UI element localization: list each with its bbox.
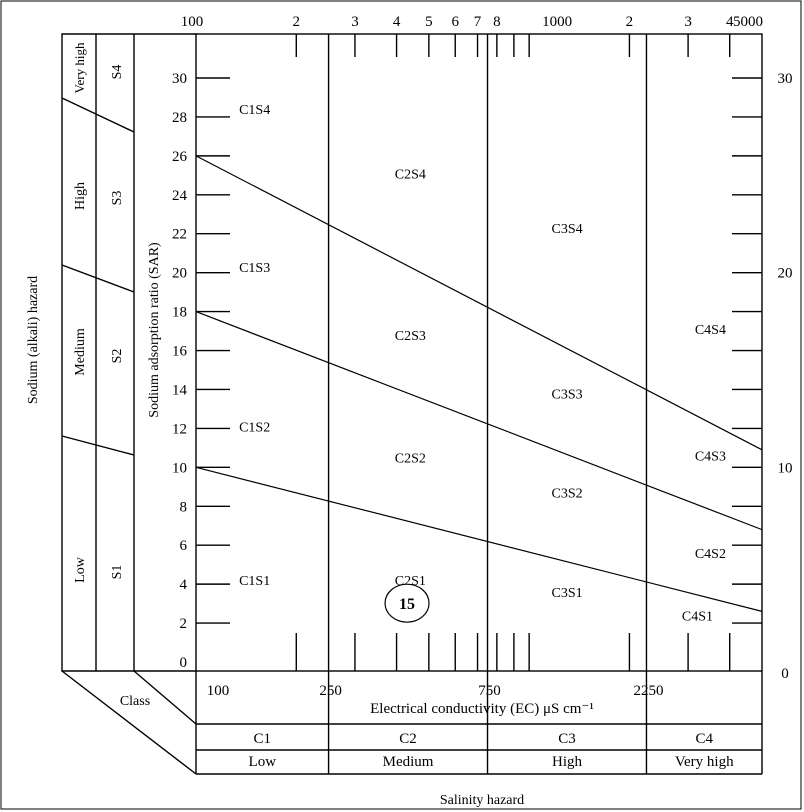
top-tick-label: 7 — [474, 14, 482, 30]
plot-frame — [195, 33, 763, 672]
region-label-c1s4: C1S4 — [239, 103, 270, 118]
top-tick-label: 2 — [293, 14, 301, 30]
class-diagonal-2 — [133, 670, 197, 725]
left-tick-label: 10 — [172, 460, 187, 476]
left-tick-label: 2 — [180, 616, 188, 632]
salinity-class-c2: C2 — [399, 731, 417, 747]
right-tick-label: 0 — [781, 666, 789, 682]
region-label-c2s2: C2S2 — [395, 452, 426, 467]
left-tick-label: 20 — [172, 266, 187, 282]
sodium-class-s4: S4 — [110, 65, 125, 80]
top-tick-label: 4 — [726, 14, 734, 30]
top-tick-label: 8 — [493, 14, 501, 30]
sodium-boundary-line-2 — [195, 155, 763, 451]
bottom-ec-label: 750 — [478, 683, 501, 699]
sodium-class-s3: S3 — [110, 191, 125, 206]
region-label-c1s1: C1S1 — [239, 574, 270, 589]
region-label-c3s3: C3S3 — [552, 387, 583, 402]
class-label: Class — [120, 694, 150, 709]
left-tick-label: 8 — [180, 499, 188, 515]
left-tick-label: 16 — [172, 344, 188, 360]
sodium-level-medium: Medium — [73, 328, 88, 376]
top-tick-label: 5000 — [733, 14, 763, 30]
region-label-c3s4: C3S4 — [552, 222, 583, 237]
sodium-hazard-title: Sodium (alkali) hazard — [26, 276, 41, 404]
sodium-class-s2: S2 — [110, 349, 125, 364]
left-tick-label: 18 — [172, 305, 187, 321]
salinity-level-0: Low — [249, 754, 277, 770]
region-label-c1s2: C1S2 — [239, 420, 270, 435]
region-label-c2s3: C2S3 — [395, 329, 426, 344]
top-tick-label: 3 — [684, 14, 692, 30]
salinity-level-3: Very high — [675, 754, 734, 770]
top-tick-label: 4 — [393, 14, 401, 30]
sar-axis-title: Sodium adsorption ratio (SAR) — [147, 242, 162, 418]
left-tick-label: 0 — [180, 655, 188, 671]
top-tick-label: 100 — [181, 14, 204, 30]
salinity-level-1: Medium — [383, 754, 434, 770]
salinity-class-c3: C3 — [558, 731, 576, 747]
top-tick-label: 3 — [351, 14, 359, 30]
bottom-ec-label: 2250 — [633, 683, 663, 699]
salinity-hazard-title: Salinity hazard — [440, 793, 524, 808]
top-tick-label: 2 — [626, 14, 634, 30]
sodium-level-very-high: Very high — [72, 42, 87, 93]
salinity-class-row: C1 Low C2 Medium C3 High C4 Very high — [249, 731, 735, 770]
top-tick-label: 1000 — [542, 14, 572, 30]
salinity-class-c4: C4 — [695, 731, 713, 747]
region-label-c2s4: C2S4 — [395, 167, 426, 182]
sodium-level-high: High — [73, 182, 88, 210]
sample-point-circle — [384, 583, 430, 623]
left-tick-label: 30 — [172, 71, 187, 87]
left-tick-label: 4 — [180, 577, 188, 593]
region-label-c3s2: C3S2 — [552, 487, 583, 502]
hazard-divider-s3-s2 — [61, 264, 135, 293]
region-label-c4s3: C4S3 — [695, 450, 726, 465]
right-tick-label: 20 — [778, 266, 793, 282]
left-tick-label: 22 — [172, 227, 187, 243]
region-label-c3s1: C3S1 — [552, 586, 583, 601]
left-tick-label: 24 — [172, 188, 188, 204]
sodium-level-low: Low — [73, 556, 88, 583]
region-label-c1s3: C1S3 — [239, 261, 270, 276]
sample-point-label: 15 — [399, 596, 415, 613]
region-label-c4s1: C4S1 — [682, 609, 713, 624]
region-layer: C1S4C1S3C1S2C1S1C2S4C2S3C2S2C2S1C3S4C3S3… — [239, 103, 726, 624]
hazard-divider-s2-s1 — [61, 435, 135, 456]
hazard-divider-s4-s3 — [61, 97, 135, 133]
salinity-level-2: High — [552, 754, 583, 770]
sample-point: 15 — [384, 583, 430, 623]
right-tick-label: 30 — [778, 71, 793, 87]
sodium-class-s1: S1 — [110, 565, 125, 580]
top-tick-label: 5 — [425, 14, 433, 30]
bottom-ec-label: 100 — [207, 683, 230, 699]
sodium-boundary-line-1 — [195, 311, 763, 531]
top-tick-label: 6 — [451, 14, 459, 30]
salinity-class-c1: C1 — [254, 731, 272, 747]
grid-layer — [327, 34, 648, 774]
region-label-c4s4: C4S4 — [695, 323, 726, 338]
region-label-c4s2: C4S2 — [695, 547, 726, 562]
sodium-boundary-line-0 — [195, 466, 763, 612]
left-tick-label: 28 — [172, 110, 187, 126]
boundary-layer — [195, 155, 763, 612]
right-tick-label: 10 — [778, 460, 793, 476]
left-tick-label: 26 — [172, 149, 188, 165]
left-tick-label: 12 — [172, 421, 187, 437]
bottom-ec-label: 250 — [319, 683, 342, 699]
ec-axis-title: Electrical conductivity (EC) μS cm⁻¹ — [370, 701, 594, 717]
left-tick-label: 6 — [180, 538, 188, 554]
class-diagonal-1 — [61, 670, 197, 775]
left-tick-label: 14 — [172, 382, 188, 398]
left-panel-frame — [61, 33, 196, 672]
